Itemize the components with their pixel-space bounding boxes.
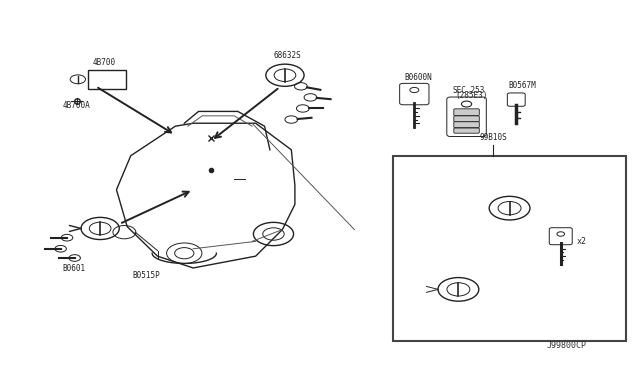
Text: 4B700A: 4B700A (63, 101, 90, 110)
Text: B0601: B0601 (62, 264, 85, 273)
Text: 68632S: 68632S (273, 51, 301, 60)
FancyBboxPatch shape (454, 109, 479, 115)
Text: 99B10S: 99B10S (479, 134, 507, 142)
FancyBboxPatch shape (454, 116, 479, 122)
Text: B0600N: B0600N (404, 73, 432, 82)
Text: 4B700: 4B700 (93, 58, 116, 67)
Text: B0515P: B0515P (132, 271, 160, 280)
Text: J99800CP: J99800CP (547, 341, 587, 350)
FancyBboxPatch shape (454, 128, 479, 133)
Text: x2: x2 (577, 237, 587, 246)
Text: SEC.253: SEC.253 (452, 86, 485, 95)
Text: (285E3): (285E3) (456, 91, 488, 100)
FancyBboxPatch shape (454, 122, 479, 128)
Text: B0567M: B0567M (509, 81, 536, 90)
